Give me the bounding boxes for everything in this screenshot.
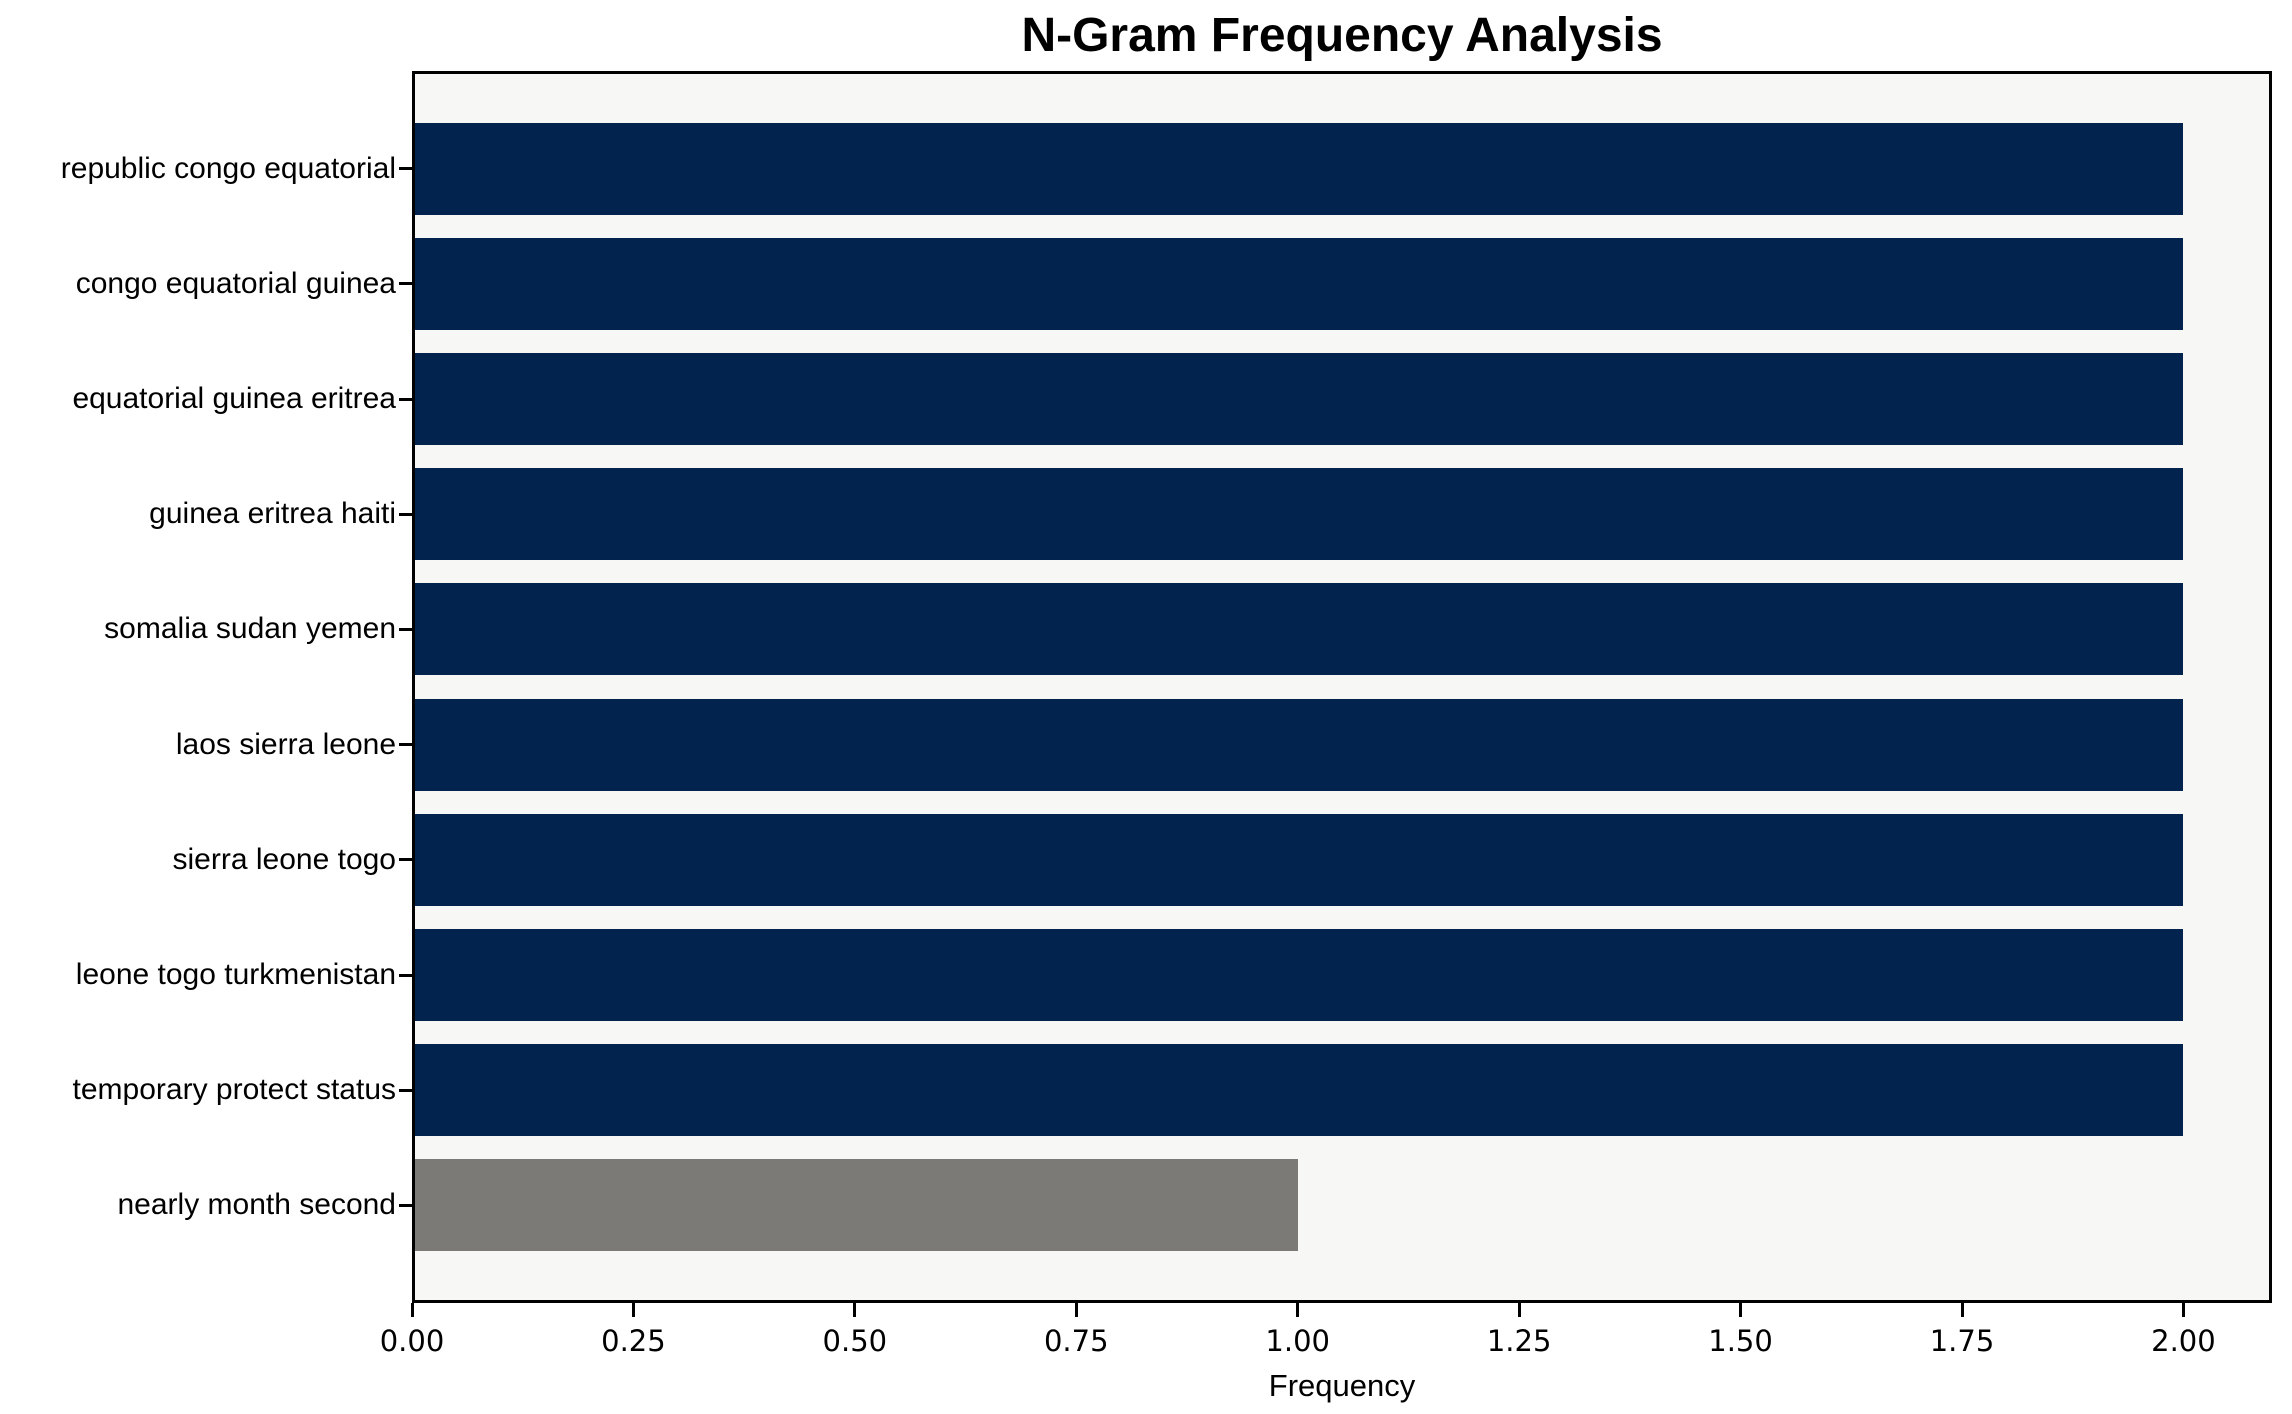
y-tick-mark [399, 1088, 412, 1092]
y-tick-label: temporary protect status [72, 1073, 396, 1107]
bar [412, 1044, 2184, 1137]
x-tick-mark [1517, 1303, 1521, 1317]
y-tick-mark [399, 743, 412, 747]
x-tick-mark [1739, 1303, 1743, 1317]
y-tick-label: congo equatorial guinea [75, 266, 396, 300]
y-tick-label: laos sierra leone [175, 727, 396, 761]
x-tick-label: 1.25 [1486, 1324, 1552, 1358]
x-axis-label: Frequency [1268, 1368, 1416, 1403]
y-tick-mark [399, 858, 412, 862]
x-tick-label: 1.50 [1708, 1324, 1773, 1358]
y-tick-mark [399, 627, 412, 631]
x-tick-mark [631, 1303, 635, 1317]
x-tick-mark [2181, 1303, 2185, 1317]
y-tick-label: somalia sudan yemen [104, 612, 396, 646]
y-tick-mark [399, 397, 412, 401]
y-tick-label: nearly month second [117, 1188, 397, 1222]
y-tick-mark [399, 167, 412, 171]
y-tick-mark [399, 512, 412, 516]
x-tick-mark [410, 1303, 414, 1317]
bar [412, 237, 2184, 330]
x-tick-mark [1074, 1303, 1078, 1317]
bar [412, 353, 2184, 445]
x-tick-label: 0.75 [1043, 1324, 1109, 1358]
y-tick-label: sierra leone togo [172, 842, 396, 876]
y-tick-label: republic congo equatorial [60, 151, 396, 185]
x-tick-label: 2.00 [2151, 1324, 2216, 1358]
y-tick-label: guinea eritrea haiti [149, 497, 396, 531]
bar [412, 122, 2184, 215]
bar [412, 583, 2184, 676]
y-tick-label: equatorial guinea eritrea [72, 382, 396, 415]
y-tick-mark [399, 1203, 412, 1207]
bar [412, 813, 2184, 906]
bar [412, 698, 2184, 791]
x-tick-label: 1.75 [1929, 1324, 1995, 1358]
y-tick-label: leone togo turkmenistan [75, 958, 396, 991]
x-tick-label: 0.25 [601, 1324, 666, 1358]
chart-title: N-Gram Frequency Analysis [1021, 9, 1663, 62]
x-tick-label: 1.00 [1265, 1324, 1330, 1358]
bar [412, 929, 2184, 1021]
y-tick-mark [399, 282, 412, 286]
y-tick-mark [399, 973, 412, 977]
bar [412, 468, 2184, 561]
x-tick-label: 0.50 [822, 1324, 888, 1358]
x-tick-mark [1960, 1303, 1964, 1317]
x-tick-mark [853, 1303, 857, 1317]
x-tick-mark [1296, 1303, 1300, 1317]
bar [412, 1159, 1298, 1252]
x-tick-label: 0.00 [379, 1324, 445, 1358]
